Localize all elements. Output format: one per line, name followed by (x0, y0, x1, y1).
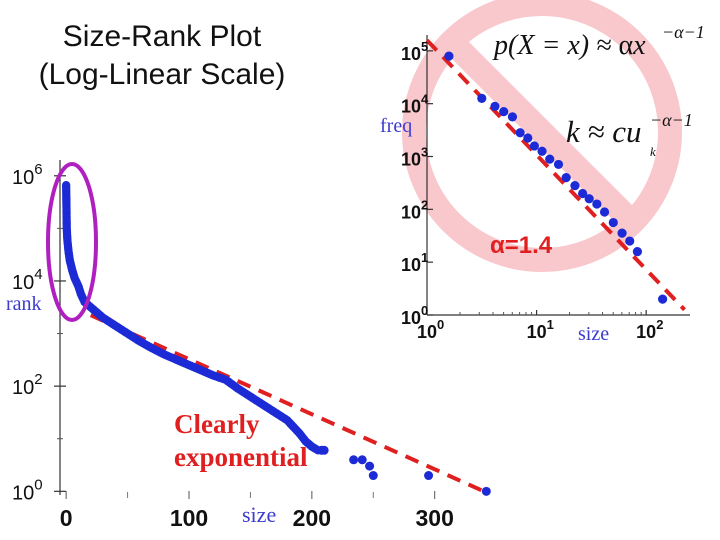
svg-text:p(X = x) ≈ αx: p(X = x) ≈ αx (492, 30, 646, 61)
slide-title-line1: Size-Rank Plot (63, 20, 262, 53)
inset-y-axis-label: freq (380, 115, 412, 137)
inset-data-point (584, 194, 594, 204)
inset-data-point (477, 93, 487, 103)
main-y-tick-label: 100 (12, 476, 43, 504)
inset-data-point (507, 112, 518, 122)
inset-data-point (625, 236, 635, 246)
svg-text:−α−1: −α−1 (662, 22, 705, 42)
main-x-tick-label: 100 (170, 505, 208, 531)
main-y-axis-label: rank (6, 293, 42, 315)
tail-point (349, 455, 359, 465)
svg-text:k ≈ cu: k ≈ cu (566, 114, 642, 149)
inset-y-tick-label: 101 (401, 250, 428, 275)
main-x-tick-label: 300 (416, 505, 454, 531)
no-sign-icon (402, 0, 682, 272)
inset-y-tick-label: 100 (401, 303, 428, 328)
main-chart-tick-labels: 100 102 104 106 0 100 200 300 (12, 161, 454, 531)
main-chart-points (61, 181, 491, 496)
inset-data-point (561, 173, 571, 183)
main-y-tick-label: 104 (12, 266, 43, 294)
inset-chart-tick-labels: 100 101 102 103 104 105 100 101 102 (401, 39, 663, 342)
inset-data-point (537, 146, 547, 156)
inset-y-tick-label: 103 (401, 145, 428, 170)
main-chart-fit (89, 313, 485, 494)
freq-size-inset-chart: 100 101 102 103 104 105 100 101 102 freq size α=… (380, 35, 690, 345)
inset-data-point (553, 159, 564, 170)
inset-data-point (658, 294, 668, 304)
inset-chart-ticks (426, 50, 647, 316)
inset-data-point (515, 128, 525, 138)
size-rank-chart: 100 102 104 106 0 100 200 300 rank size Clearly… (6, 160, 491, 531)
annotation-clearly: Clearly (174, 409, 260, 439)
inset-data-point (592, 199, 602, 209)
inset-x-axis-label: size (578, 323, 609, 345)
inset-data-point (499, 107, 509, 117)
annotation-exponential: exponential (174, 442, 308, 472)
svg-text:−α−1: −α−1 (650, 110, 693, 130)
tail-point (424, 471, 434, 481)
inset-data-point (599, 207, 610, 217)
main-y-tick-label: 106 (12, 161, 43, 189)
inset-y-tick-label: 104 (401, 92, 429, 117)
inset-y-tick-label: 102 (401, 197, 428, 222)
main-x-axis-label: size (242, 502, 276, 527)
inset-data-point (632, 247, 643, 257)
tail-point (481, 486, 491, 496)
inset-x-tick-label: 100 (417, 317, 444, 342)
main-chart-ticks (54, 175, 436, 499)
main-y-tick-label: 102 (12, 371, 43, 399)
power-law-fit-line (425, 38, 686, 312)
tail-point (365, 461, 375, 471)
inset-data-point (529, 141, 539, 151)
tail-point (319, 445, 329, 455)
main-x-tick-label: 200 (293, 505, 331, 531)
inset-x-tick-label: 102 (636, 317, 663, 342)
formula-count: k ≈ cu k −α−1 (566, 110, 693, 159)
formula-pdf: p(X = x) ≈ αx −α−1 (492, 22, 705, 61)
alpha-label: α=1.4 (490, 232, 553, 259)
exponential-fit-line (89, 313, 485, 494)
inset-data-point (617, 228, 627, 238)
inset-chart-points (444, 51, 668, 304)
inset-data-point (545, 154, 555, 164)
inset-data-point (490, 101, 500, 111)
head-highlight-ellipse (46, 162, 98, 322)
inset-data-point (578, 188, 588, 199)
inset-data-point (444, 51, 454, 61)
inset-y-tick-label: 105 (401, 39, 428, 64)
inset-data-point (570, 180, 580, 191)
inset-data-point (523, 133, 533, 143)
inset-data-point (608, 217, 618, 228)
inset-x-tick-label: 101 (527, 317, 554, 342)
slide-title-line2: (Log-Linear Scale) (39, 58, 286, 91)
inset-chart-fit (425, 38, 686, 312)
svg-text:k: k (650, 144, 656, 159)
tail-point (368, 471, 378, 481)
main-x-tick-label: 0 (60, 505, 73, 531)
tail-point (357, 455, 367, 465)
